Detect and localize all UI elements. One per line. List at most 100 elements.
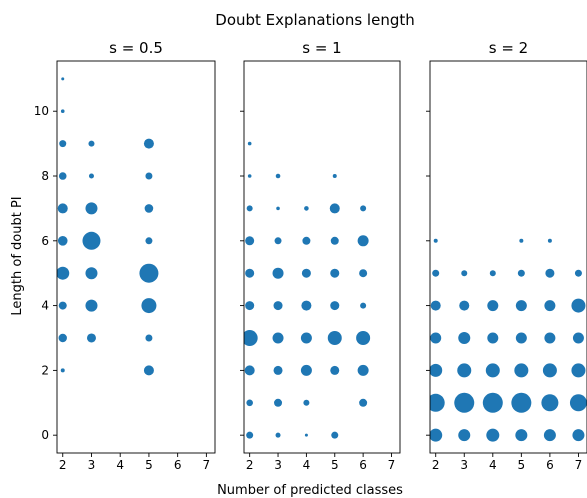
data-point (245, 236, 255, 246)
data-point (430, 363, 443, 377)
data-point (430, 332, 442, 344)
data-point (86, 333, 96, 343)
y-tick-label: 2 (41, 363, 49, 377)
data-point (139, 263, 159, 283)
x-tick-label: 2 (59, 458, 67, 472)
data-point (57, 266, 70, 280)
data-point (519, 238, 524, 243)
data-point (276, 206, 280, 211)
axes-frame (429, 60, 587, 454)
data-point (547, 238, 552, 243)
data-point (85, 267, 98, 280)
panel-1: s = 0.5 2 3 4 5 6 7 0 2 4 6 8 10 (34, 39, 216, 472)
panel-2: s = 1 2 3 4 5 6 7 (240, 39, 401, 472)
data-point (245, 268, 255, 278)
data-point (141, 298, 157, 314)
data-point (430, 393, 445, 412)
data-point (246, 431, 254, 439)
data-point (85, 202, 98, 215)
y-tick-label: 8 (41, 169, 49, 183)
data-point (457, 363, 472, 378)
panels: s = 0.5 2 3 4 5 6 7 0 2 4 6 8 10 s = 1 2 3 4 5 6 7 s = 2 2 3 4 5… (34, 39, 587, 472)
y-tick-label: 0 (41, 428, 49, 442)
data-point (544, 300, 556, 312)
axes-frame (56, 60, 216, 454)
data-point (273, 301, 283, 311)
y-axis-label: Length of doubt PI (10, 196, 25, 315)
x-tick-label: 6 (174, 458, 182, 472)
data-point (357, 364, 369, 376)
data-point (571, 363, 586, 378)
x-tick-label: 4 (303, 458, 311, 472)
data-point (145, 237, 153, 245)
data-point (458, 429, 471, 442)
data-point (515, 429, 528, 442)
data-point (300, 332, 312, 344)
data-point (454, 392, 475, 413)
data-point (275, 432, 281, 438)
panel-title: s = 1 (302, 39, 341, 57)
data-point (246, 399, 253, 407)
x-tick-label: 5 (145, 458, 153, 472)
data-point (247, 141, 252, 146)
data-point (430, 428, 443, 442)
data-point (572, 332, 584, 344)
x-tick-label: 3 (274, 458, 282, 472)
x-tick-label: 6 (546, 458, 554, 472)
data-point (244, 365, 255, 376)
data-point (304, 433, 308, 437)
panel-3: s = 2 2 3 4 5 6 7 (426, 39, 587, 472)
data-point (145, 172, 153, 180)
data-point (273, 365, 283, 375)
y-tick-label: 10 (34, 104, 49, 118)
data-point (332, 174, 337, 179)
points-group (57, 77, 159, 376)
data-point (303, 399, 310, 406)
data-point (571, 298, 586, 313)
data-point (301, 268, 311, 278)
data-point (544, 332, 556, 344)
data-point (432, 269, 440, 277)
x-tick-label: 3 (460, 458, 468, 472)
data-point (143, 138, 154, 149)
data-point (482, 392, 503, 413)
x-tick-label: 5 (518, 458, 526, 472)
x-tick-label: 3 (88, 458, 96, 472)
data-point (360, 205, 367, 212)
data-point (88, 140, 95, 147)
x-tick-label: 7 (388, 458, 396, 472)
data-point (514, 363, 529, 378)
data-point (275, 173, 281, 179)
panel-title: s = 2 (489, 39, 528, 57)
x-tick-label: 5 (331, 458, 339, 472)
data-point (360, 302, 367, 309)
data-point (304, 206, 309, 211)
data-point (144, 204, 154, 213)
y-tick-label: 6 (41, 234, 49, 248)
data-point (487, 332, 499, 344)
data-point (489, 270, 496, 277)
data-point (542, 363, 557, 378)
data-point (327, 330, 342, 345)
data-point (433, 238, 438, 243)
data-point (486, 428, 500, 442)
data-point (57, 203, 68, 214)
data-point (572, 429, 585, 442)
chart-suptitle: Doubt Explanations length (215, 11, 414, 29)
data-point (574, 269, 582, 277)
x-tick-label: 7 (575, 458, 583, 472)
data-point (274, 398, 283, 407)
data-point (61, 77, 65, 81)
data-point (511, 392, 532, 413)
data-point (359, 398, 368, 407)
data-point (59, 140, 67, 148)
axes-frame (243, 60, 401, 454)
data-point (329, 203, 340, 214)
data-point (359, 269, 368, 278)
data-point (244, 329, 258, 346)
data-point (330, 268, 340, 278)
data-point (330, 365, 340, 375)
data-point (300, 364, 312, 376)
data-point (57, 236, 68, 246)
